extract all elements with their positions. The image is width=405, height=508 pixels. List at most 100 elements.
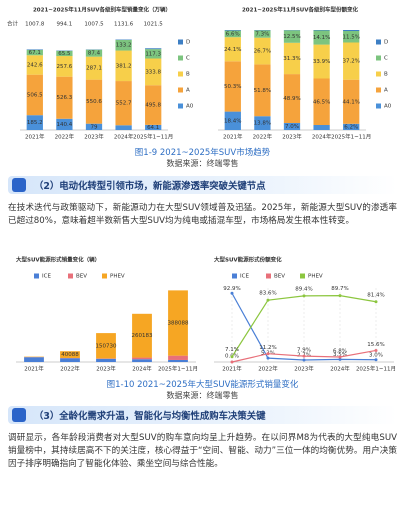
chart: 大型SUV能源形式份额变化 2021年 2022年 2023年 2024年 2025年1~… <box>214 256 396 373</box>
legend-swatch <box>178 87 183 93</box>
bar-segment <box>115 39 132 51</box>
chart-title: 大型SUV能源形式份额变化 <box>214 256 282 264</box>
figure-caption: 图1-10 2021~2025年大型SUV能源形式销量变化 <box>106 380 299 390</box>
x-tick-label: 2021年 <box>222 365 242 373</box>
total-label: 1131.6 <box>114 22 134 28</box>
data-label: 185.2 <box>27 120 43 126</box>
chart: 2021~2025年11月SUV各级别车型销量变化（万辆） 2021年 2022年 2… <box>7 6 194 141</box>
bar-segment <box>96 358 116 362</box>
data-label: 150730 <box>96 343 117 349</box>
legend-label: A <box>384 88 388 94</box>
bar-segment <box>313 30 330 45</box>
x-tick-label: 2025年1~11月 <box>158 365 198 373</box>
bar-segment <box>168 355 188 360</box>
legend-swatch <box>376 87 381 93</box>
heading-icon <box>12 408 26 422</box>
bar-segment <box>56 118 73 130</box>
x-tick-label: 2021年 <box>25 133 45 141</box>
bar-segment <box>254 116 271 130</box>
x-tick-label: 2021年 <box>24 365 44 373</box>
heading-text: （2）电动化转型引领市场，新能源渗透率突破关键节点 <box>34 181 266 192</box>
legend-swatch <box>376 71 381 77</box>
line-point <box>374 348 378 352</box>
data-label: 526.3 <box>57 95 73 101</box>
data-label: 3.5% <box>333 352 347 358</box>
bar-segment <box>313 125 330 130</box>
bar-segment <box>168 290 188 356</box>
bar-segment <box>56 76 73 119</box>
bar-segment <box>145 85 162 125</box>
bar-segment <box>254 30 271 38</box>
data-label: 37.2% <box>342 59 359 65</box>
bar-segment <box>313 44 330 79</box>
data-label: 550.6 <box>86 99 102 105</box>
legend-label: D <box>186 40 190 46</box>
data-label: 3.0% <box>369 352 383 358</box>
bar-segment <box>343 42 360 80</box>
data-label: 7.3% <box>255 32 269 38</box>
x-tick-label: 2024年 <box>312 133 332 141</box>
data-label: 46.5% <box>313 99 330 105</box>
totals-label: 合计 <box>7 20 19 28</box>
bar-segment <box>343 31 360 43</box>
legend-swatch <box>178 55 183 61</box>
line-point <box>230 355 234 359</box>
data-label: 67.1 <box>29 50 41 56</box>
bar-segment <box>145 48 162 50</box>
bar-segment <box>26 74 43 116</box>
data-label: 44.1% <box>342 99 359 105</box>
data-label: 24.1% <box>224 47 241 53</box>
total-label: 1007.8 <box>25 22 45 28</box>
legend-label: PHEV <box>110 274 125 280</box>
data-label: 257.6 <box>57 64 73 70</box>
data-label: 552.7 <box>116 101 132 107</box>
x-tick-label: 2022年 <box>60 365 80 373</box>
legend-swatch <box>102 273 107 279</box>
line-point <box>230 291 234 295</box>
bar-segment <box>85 56 103 80</box>
data-label: 6.8% <box>333 348 347 354</box>
x-tick-label: 2025年1~11月 <box>133 133 173 141</box>
bar-segment <box>224 30 241 38</box>
legend-label: B <box>186 72 190 78</box>
x-tick-label: 2025年1~11月 <box>331 133 371 141</box>
bar-segment <box>254 37 271 65</box>
heading-text: （3）全龄化需求升温，智能化与均衡性成购车决策关键 <box>34 411 266 422</box>
data-label: 87.4 <box>88 51 101 57</box>
data-label: 65.5 <box>58 51 71 57</box>
data-label: 388088 <box>168 321 189 327</box>
x-tick-label: 2023年 <box>294 365 314 373</box>
line-point <box>338 294 342 298</box>
data-label: 81.4% <box>367 292 384 298</box>
data-label: 40088 <box>61 352 79 358</box>
data-label: 6.2% <box>344 124 358 130</box>
line-point <box>302 354 306 358</box>
bar-segment <box>26 49 43 56</box>
data-label: 506.5 <box>27 92 43 98</box>
legend-swatch <box>178 39 183 45</box>
legend-swatch <box>376 103 381 109</box>
data-label: 140.4 <box>57 122 73 128</box>
bar-segment <box>60 358 80 362</box>
data-label: 495.8 <box>145 103 161 109</box>
x-tick-label: 2023年 <box>96 365 116 373</box>
figure-caption: 图1-9 2021~2025年SUV市场趋势 <box>134 148 271 158</box>
bar-segment <box>132 313 152 358</box>
bar-segment <box>115 81 132 126</box>
legend-label: B <box>384 72 388 78</box>
bar-segment <box>283 42 301 75</box>
bar-segment <box>85 79 103 124</box>
bar-segment <box>224 37 241 62</box>
bar-segment <box>96 333 116 359</box>
bar-segment <box>85 49 103 57</box>
legend-swatch <box>34 273 39 279</box>
legend-swatch <box>178 103 183 109</box>
bar-segment <box>313 78 330 125</box>
data-label: 33.9% <box>313 59 330 65</box>
bar-segment <box>283 74 301 123</box>
x-tick-label: 2024年 <box>132 365 152 373</box>
data-label: 48.9% <box>283 96 300 102</box>
section-heading: （2）电动化转型引领市场，新能源渗透率突破关键节点 <box>8 176 397 194</box>
data-label: 11.2% <box>259 345 276 351</box>
